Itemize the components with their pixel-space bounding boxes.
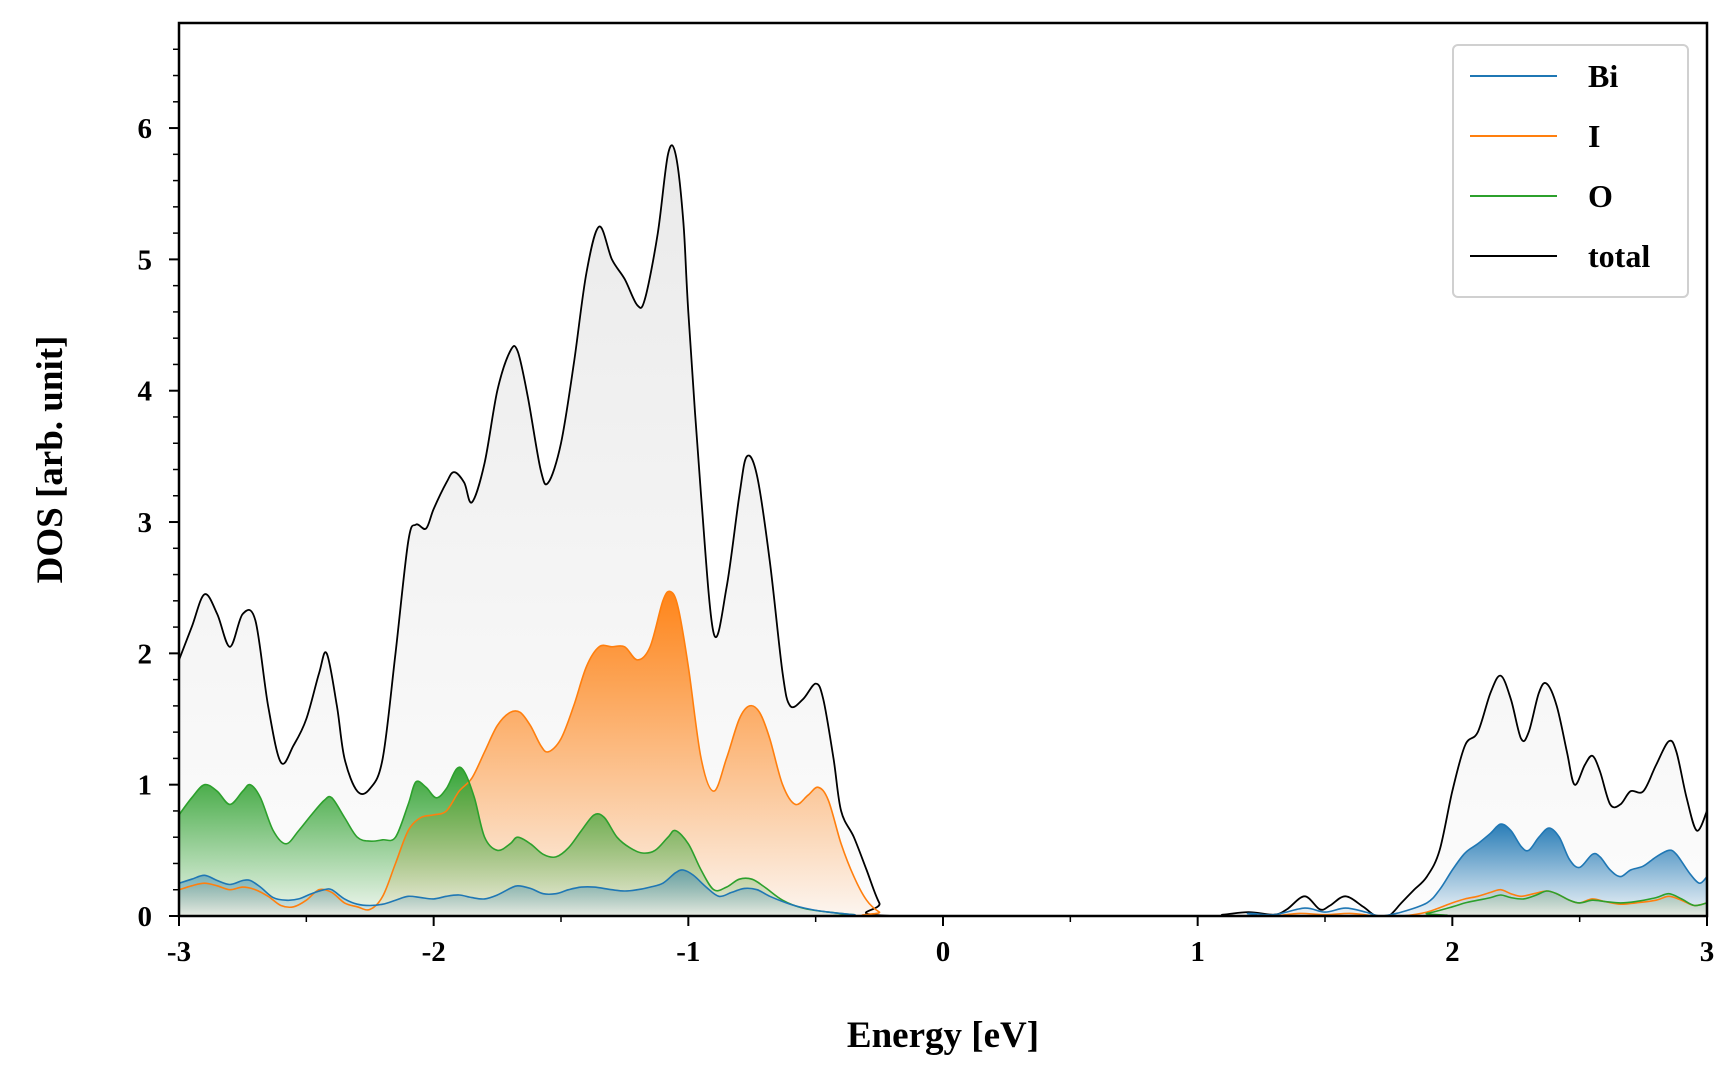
line-i <box>178 590 1708 917</box>
area-i <box>179 591 1707 916</box>
line-o <box>178 766 1708 917</box>
legend-label-o: O <box>1588 178 1613 214</box>
axis-tick-labels: -3 -2 -1 0 1 2 3 0 1 2 3 4 5 6 <box>138 113 1715 968</box>
x-tick-label: 3 <box>1700 936 1715 968</box>
y-axis-title: DOS [arb. unit] <box>30 336 71 584</box>
legend-item-total: total <box>1470 238 1650 274</box>
legend-item-i: I <box>1470 118 1600 154</box>
x-tick-label: 1 <box>1190 936 1205 968</box>
y-tick-label: 3 <box>138 507 153 539</box>
legend-label-total: total <box>1588 238 1650 274</box>
y-tick-label: 6 <box>138 113 153 145</box>
x-tick-label: -1 <box>676 936 700 968</box>
x-tick-label: 2 <box>1445 936 1460 968</box>
x-tick-label: 0 <box>936 936 951 968</box>
x-axis-title: Energy [eV] <box>847 1015 1039 1056</box>
legend-item-o: O <box>1470 178 1613 214</box>
area-total <box>179 145 1707 916</box>
line-total <box>178 144 1708 917</box>
area-o <box>179 767 1707 916</box>
y-tick-label: 4 <box>138 376 153 408</box>
legend-label-bi: Bi <box>1588 58 1618 94</box>
y-tick-label: 5 <box>138 244 153 276</box>
legend-box <box>1452 44 1689 298</box>
y-tick-label: 0 <box>138 901 153 933</box>
series-lines <box>178 144 1708 917</box>
legend: Bi I O total <box>1452 44 1689 298</box>
x-tick-label: -2 <box>422 936 446 968</box>
legend-item-bi: Bi <box>1470 58 1618 94</box>
axis-ticks <box>169 48 1708 926</box>
line-bi <box>178 823 1708 917</box>
y-tick-label: 1 <box>138 770 153 802</box>
y-tick-label: 2 <box>138 638 153 670</box>
legend-label-i: I <box>1588 118 1600 154</box>
x-tick-label: -3 <box>167 936 191 968</box>
